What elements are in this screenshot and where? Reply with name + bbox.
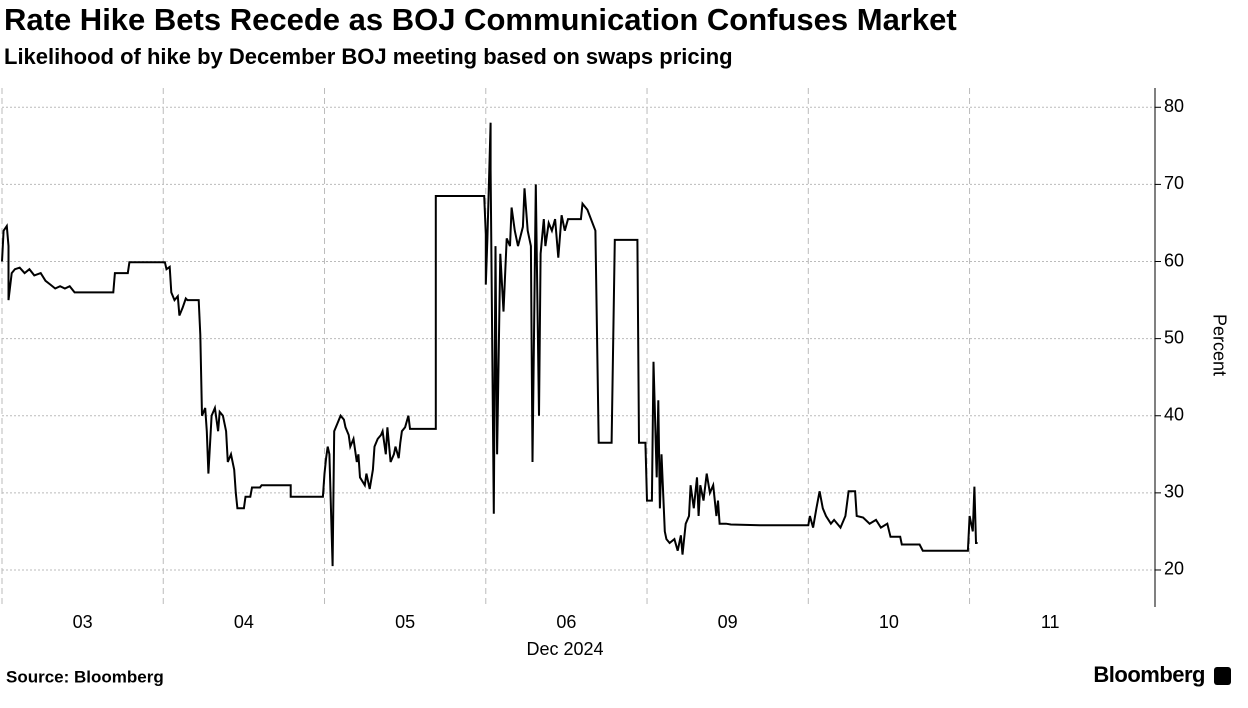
x-axis-label: Dec 2024	[526, 639, 603, 659]
x-tick-label: 10	[879, 612, 899, 632]
source: Source: Bloomberg	[6, 667, 164, 686]
chart-subtitle: Likelihood of hike by December BOJ meeti…	[4, 44, 733, 69]
y-axis-label: Percent	[1209, 314, 1229, 376]
x-tick-label: 11	[1041, 612, 1060, 632]
y-tick-label: 40	[1164, 404, 1184, 424]
y-tick-label: 60	[1164, 250, 1184, 270]
x-tick-label: 03	[73, 612, 93, 632]
x-tick-label: 05	[395, 612, 415, 632]
y-tick-label: 80	[1164, 96, 1184, 116]
chart-title: Rate Hike Bets Recede as BOJ Communicati…	[4, 2, 957, 37]
data-line	[1, 122, 978, 567]
y-tick-label: 20	[1164, 559, 1184, 579]
y-tick-label: 30	[1164, 482, 1184, 502]
logo: Bloomberg	[1093, 662, 1205, 687]
y-tick-label: 70	[1164, 173, 1184, 193]
y-tick-label: 50	[1164, 327, 1184, 347]
x-tick-label: 06	[556, 612, 576, 632]
x-tick-label: 04	[234, 612, 254, 632]
x-tick-label: 09	[718, 612, 738, 632]
logo-icon	[1214, 667, 1231, 685]
